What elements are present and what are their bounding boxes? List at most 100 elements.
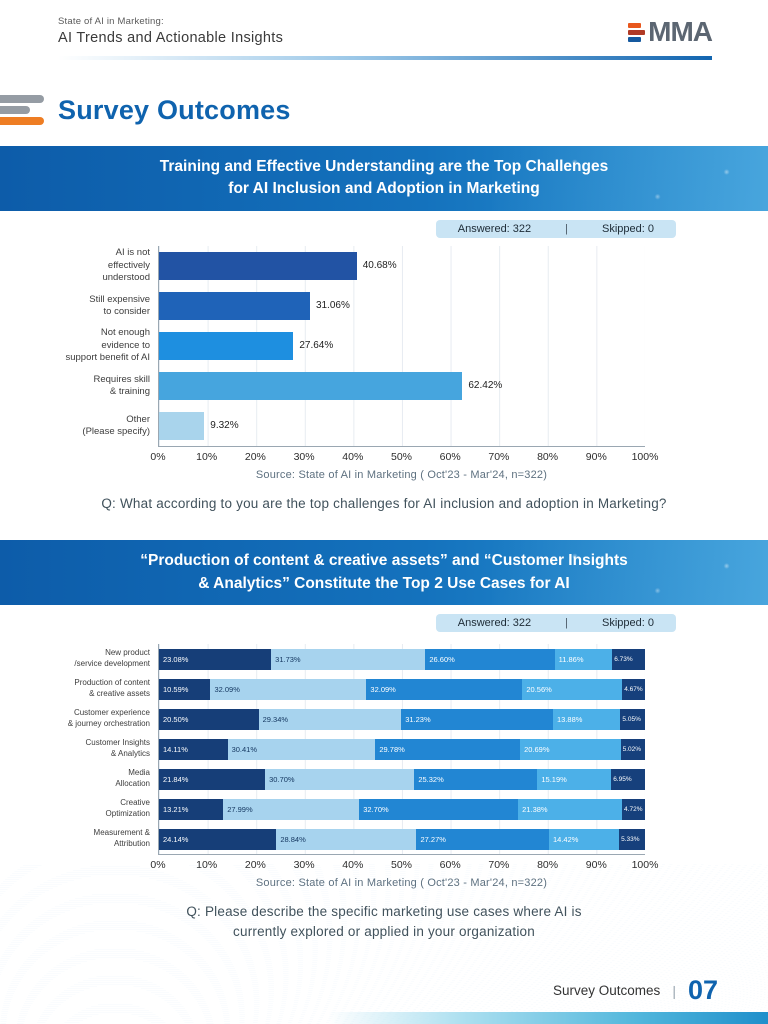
value-label: 40.68% [362,260,397,272]
category-label: Production of content & creative assets [74,678,150,699]
segment-value-label: 6.95% [613,775,632,783]
banner-title-line: “Production of content & creative assets… [140,552,628,570]
chart1-source: Source: State of AI in Marketing ( Oct'2… [255,468,548,481]
segment-value-label: 32.70% [363,804,389,814]
bar-segment: 32.09% [210,678,367,700]
category-label: Measurement & Attribution [93,828,150,849]
x-axis-tick-label: 60% [439,859,461,872]
bar-segment: 6.95% [611,768,645,790]
bar-segment: 30.70% [265,768,415,790]
bar-row: 10.59% 32.09% 32.09% 20.56% 4.67% [159,674,645,704]
bar-segment: 20.69% [520,738,621,760]
banner-title-line: Training and Effective Understanding are… [159,158,609,175]
segment-value-label: 4.72% [624,805,643,813]
segment-value-label: 5.05% [622,715,641,723]
chart1-question: Q: What according to you are the top cha… [101,495,667,511]
segment-value-label: 13.88% [556,714,583,724]
stats-divider: | [565,222,569,235]
bar-segment: 14.42% [549,828,620,850]
category-label: Other (Please specify) [82,413,150,437]
bar [159,331,294,360]
stacked-bar: 23.08% 31.73% 26.60% 11.86% 6.73% [159,648,645,670]
x-axis: 0% 10% 20% 30% 40% 50% 60% 70% 80% 90% 100% [150,855,658,875]
banner-title-line: for AI Inclusion and Adoption in Marketi… [228,180,540,198]
segment-value-label: 14.42% [553,834,579,844]
survey-section-challenges: Training and Effective Understanding are… [0,146,768,514]
bar-row: 9.32% [159,406,645,446]
mma-logo-stripes-icon [628,22,646,42]
stacked-bar: 24.14% 28.84% 27.27% 14.42% 5.33% [159,828,645,850]
segment-value-label: 32.09% [370,684,396,694]
x-axis-tick-label: 70% [488,450,510,463]
x-axis-tick-label: 20% [244,450,266,463]
segment-value-label: 14.11% [163,744,188,754]
bar-row: 21.84% 30.70% 25.32% 15.19% 6.95% [159,764,645,794]
bar-segment: 26.60% [425,648,555,670]
segment-value-label: 27.27% [420,834,446,844]
x-axis-tick-label: 30% [293,450,315,463]
chart2-response-stats: Answered: 322 | Skipped: 0 [435,614,676,633]
segment-value-label: 20.50% [163,714,189,724]
skipped-count: Skipped: 0 [602,222,654,235]
segment-value-label: 32.09% [214,684,240,694]
segment-value-label: 30.70% [269,774,295,784]
x-axis-tick-label: 100% [631,859,659,872]
bar-segment: 5.33% [619,828,645,850]
segment-value-label: 20.69% [524,744,550,754]
question-line: currently explored or applied in your or… [233,924,535,940]
bar-segment: 10.59% [159,678,211,700]
header-titles: State of AI in Marketing: AI Trends and … [58,16,283,46]
x-axis-tick-label: 50% [390,450,413,463]
y-axis-labels: AI is not effectively understood Still exp… [58,246,158,447]
y-axis-labels: New product/service development Productio… [58,644,158,855]
segment-value-label: 23.08% [163,654,189,664]
bar-segment: 29.34% [258,708,402,730]
segment-value-label: 20.56% [526,684,552,694]
bar [159,251,357,280]
bar-segment: 21.38% [518,798,623,820]
use-cases-stacked-bar-chart: New product/service development Productio… [58,644,658,875]
mma-logo-text: MMA [648,16,713,47]
bar-segment: 20.50% [159,708,259,730]
answered-count: Answered: 322 [457,617,532,630]
report-title: AI Trends and Actionable Insights [58,30,284,46]
stacked-bar: 10.59% 32.09% 32.09% 20.56% 4.67% [159,678,645,700]
stacked-bar: 13.21% 27.99% 32.70% 21.38% 4.72% [159,798,645,820]
bar-segment: 20.56% [522,678,623,700]
bar-row: 24.14% 28.84% 27.27% 14.42% 5.33% [159,824,645,854]
stats-divider: | [565,617,569,630]
footer-divider: | [672,982,676,999]
segment-value-label: 29.78% [379,744,405,754]
x-axis-tick-label: 10% [196,450,218,463]
segment-value-label: 28.84% [280,834,306,844]
x-axis-tick-label: 80% [537,859,559,872]
category-label: AI is not effectively understood [102,247,150,284]
category-label: Still expensive to consider [89,293,150,317]
axis-spacer [58,447,158,467]
bar-row: 31.06% [159,286,645,326]
bar-segment: 5.02% [620,738,645,760]
x-axis: 0% 10% 20% 30% 40% 50% 60% 70% 80% 90% 100% [150,447,658,467]
category-label: Creative Optimization [105,798,150,819]
plot-area: 40.68% 31.06% 27.64% 62.42% 9.32% [158,245,645,447]
challenges-bar-chart: AI is not effectively understood Still exp… [58,245,658,467]
bar-segment: 27.99% [223,798,360,820]
footer-section-label: Survey Outcomes [553,983,661,998]
stacked-bar: 20.50% 29.34% 31.23% 13.88% 5.05% [159,708,645,730]
category-label: New product/service development [74,648,150,669]
answered-count: Answered: 322 [457,222,532,235]
segment-value-label: 26.60% [429,654,455,664]
segment-value-label: 24.14% [163,834,189,844]
question-line: Q: Please describe the specific marketin… [186,904,582,920]
x-axis-tick-label: 40% [342,450,364,463]
segment-value-label: 5.33% [621,835,640,843]
bar [159,291,310,320]
segment-value-label: 29.34% [262,714,289,724]
segment-value-label: 21.38% [522,804,548,814]
bar-segment: 27.27% [416,828,549,850]
segment-value-label: 10.59% [163,684,189,694]
page-number: 07 [687,975,718,1005]
bar-segment: 31.23% [401,708,553,730]
segment-value-label: 30.41% [231,744,257,754]
